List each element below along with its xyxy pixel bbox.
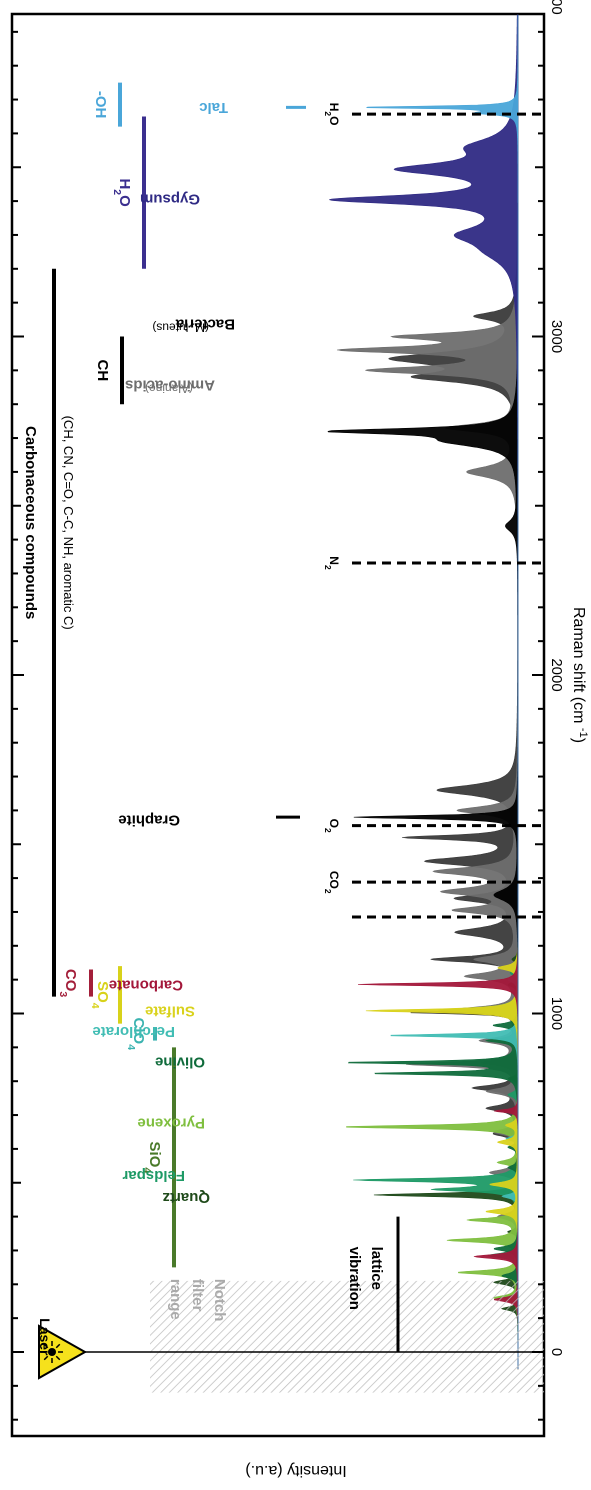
spectra-layer [327,14,519,1370]
notch-filter-label: range [167,1279,184,1320]
label-olivine: Olivine [155,1054,205,1071]
group-label-h2o: H2O [111,178,133,207]
group-label-co3: CO3 [57,969,79,998]
reference-lines: CO2 O2 N2 H2O [323,103,544,919]
x-tick-label: 3000 [548,320,565,353]
label-feldspar: Feldspar [122,1167,185,1184]
group-label-sio4: SiO4 [141,1142,163,1174]
x-axis: 0 1000 2000 3000 4000 Raman shift (cm -1) Inte… [12,0,589,1479]
plot-border [10,12,546,1438]
x-axis-label: Raman shift (cm -1) [570,607,589,743]
label-amino-acids-sublabel: (Alanine) [145,382,193,396]
reference-label-h2o: H2O [323,103,341,126]
y-axis-label: Intensity (a.u.) [245,1462,346,1479]
label-bacteria-sublabel: (M. luteus) [152,321,209,335]
label-talc: Talc [199,99,228,116]
label-sulfate: Sulfate [145,1003,195,1020]
laser-label: Laser [37,1318,53,1356]
label-perchlorate: Perchlorate [92,1023,175,1040]
reference-label-co2: CO2 [323,871,341,894]
notch-filter-label: filter [189,1279,206,1312]
laser-warning-icon [38,1324,88,1380]
plot-frame [10,12,546,1438]
x-tick-label: 1000 [548,997,565,1030]
label-quartz: Quartz [162,1189,210,1206]
label-gypsum: Gypsum [140,190,200,207]
x-tick-label: 2000 [548,658,565,691]
spectrum-talc [365,14,519,1369]
group-label--oh: -OH [92,91,109,119]
label-pyroxene: Pyroxene [137,1114,205,1131]
label-amino-acids: Amino-acids [125,377,215,394]
series-labels: Quartz Feldspar Pyroxene Olivine Perchlorate… [92,99,306,1206]
group-label-ch: CH [94,360,111,382]
carbonaceous-label: Carbonaceous compounds [22,426,39,619]
reference-label-o2: O2 [323,819,341,833]
x-tick-label: 4000 [548,0,565,15]
spectrum-gypsum [329,14,519,1369]
label-bacteria: Bacteria [175,316,235,333]
notch-filter-label: Notch [211,1279,228,1322]
label-carbonate: Carbonate [109,976,183,993]
annotations: Notch filter range Laser lattice vibration Car… [22,82,544,1393]
x-tick-label: 0 [548,1348,565,1356]
label-graphite: Graphite [118,811,180,828]
lattice-vibration-label: vibration [346,1247,363,1310]
reference-label-n2: N2 [323,556,341,570]
lattice-vibration-label: lattice [368,1247,385,1290]
group-label-clo4: ClO4 [125,1018,147,1051]
group-label-so4: SO4 [89,981,111,1009]
notch-filter-region [150,1280,544,1393]
carbonaceous-sublabel: (CH, CN, C=O, C-C, NH, aromatic C) [61,416,76,630]
